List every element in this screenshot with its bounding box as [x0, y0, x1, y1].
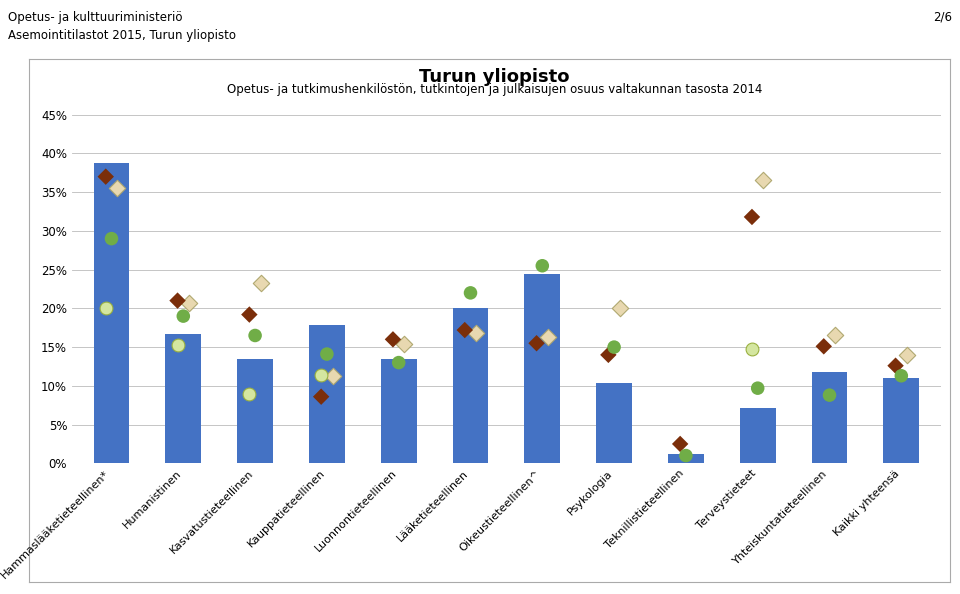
- Bar: [811, 372, 848, 463]
- Point: [900, 350, 915, 359]
- Point: [314, 370, 329, 380]
- Point: [176, 311, 191, 321]
- Point: [457, 326, 472, 335]
- Bar: [93, 163, 130, 463]
- Point: [253, 278, 269, 287]
- Point: [170, 296, 185, 305]
- Bar: [165, 334, 202, 463]
- Bar: [668, 454, 704, 463]
- Bar: [596, 383, 632, 463]
- Point: [104, 234, 119, 244]
- Point: [248, 331, 263, 340]
- Bar: [381, 359, 417, 463]
- Text: Opetus- ja kulttuuriministeriö: Opetus- ja kulttuuriministeriö: [8, 11, 182, 24]
- Point: [601, 350, 616, 359]
- Point: [324, 371, 340, 381]
- Point: [894, 371, 909, 381]
- Point: [529, 339, 544, 348]
- Point: [678, 451, 693, 460]
- Point: [468, 328, 484, 338]
- Point: [756, 175, 771, 185]
- Point: [822, 390, 837, 400]
- Point: [744, 344, 759, 353]
- Point: [672, 439, 687, 448]
- Text: 2/6: 2/6: [933, 11, 952, 24]
- Bar: [740, 408, 776, 463]
- Point: [396, 339, 412, 349]
- Bar: [309, 326, 345, 463]
- Point: [181, 298, 197, 308]
- Point: [242, 310, 257, 320]
- Point: [242, 389, 257, 399]
- Point: [744, 212, 759, 222]
- Point: [463, 288, 478, 298]
- Text: Turun yliopisto: Turun yliopisto: [420, 68, 569, 86]
- Point: [828, 331, 843, 340]
- Point: [535, 261, 550, 270]
- Point: [607, 342, 622, 352]
- Bar: [452, 308, 489, 463]
- Text: Asemointitilastot 2015, Turun yliopisto: Asemointitilastot 2015, Turun yliopisto: [8, 29, 236, 42]
- Point: [314, 392, 329, 402]
- Point: [750, 383, 765, 393]
- Bar: [524, 274, 561, 463]
- Point: [612, 304, 628, 313]
- Bar: [883, 378, 920, 463]
- Point: [170, 340, 185, 349]
- Bar: [237, 359, 273, 463]
- Point: [540, 332, 556, 342]
- Point: [320, 349, 335, 359]
- Text: Opetus- ja tutkimushenkilöstön, tutkintojen ja julkaisujen osuus valtakunnan tas: Opetus- ja tutkimushenkilöstön, tutkinto…: [227, 83, 762, 96]
- Point: [816, 342, 831, 351]
- Point: [391, 358, 406, 367]
- Point: [109, 184, 125, 193]
- Point: [888, 361, 903, 371]
- Point: [98, 304, 113, 313]
- Point: [98, 172, 113, 181]
- Point: [385, 334, 400, 344]
